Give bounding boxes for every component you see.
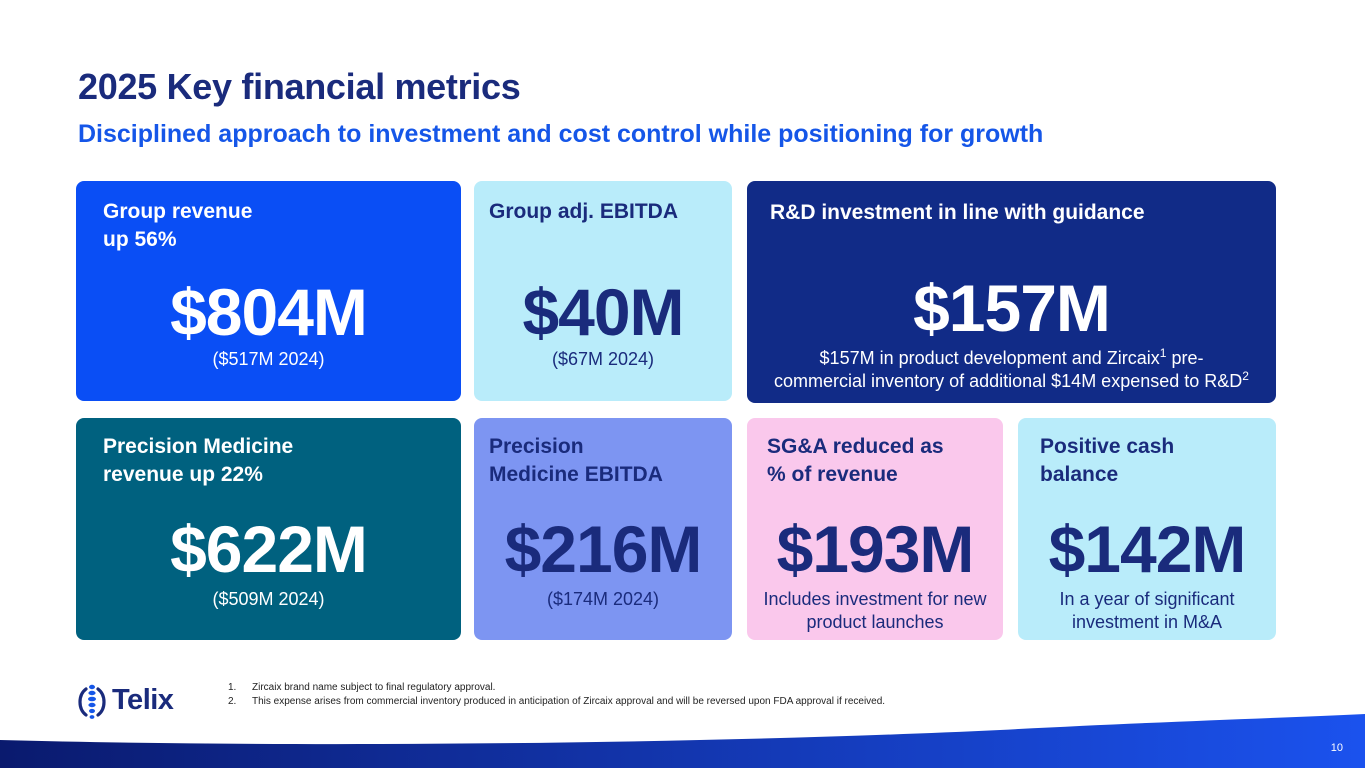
metric-note-line: commercial inventory of additional $14M … <box>774 369 1249 391</box>
metric-value: $157M <box>913 271 1111 345</box>
metric-label: Precision Medicine EBITDA <box>489 433 663 489</box>
metric-label-line: Group adj. EBITDA <box>489 200 678 223</box>
page-number: 10 <box>1330 742 1343 754</box>
metric-note-line: In a year of significant <box>1059 589 1235 609</box>
metric-comparison: ($517M 2024) <box>212 349 325 369</box>
footnote-ref-2: 2 <box>1242 369 1249 383</box>
page-title: 2025 Key financial metrics <box>78 66 521 107</box>
metric-label-line: Positive cash <box>1040 435 1175 458</box>
metric-label-line: R&D investment in line with guidance <box>770 201 1145 224</box>
metric-label: Positive cash balance <box>1040 433 1174 489</box>
metric-comparison: ($67M 2024) <box>551 349 655 369</box>
metric-value: $142M <box>1048 512 1247 586</box>
metric-note-line: $157M in product development and Zircaix… <box>819 346 1204 368</box>
metric-card-rd-investment: R&D investment in line with guidance $15… <box>747 181 1276 403</box>
metric-label-line: Group revenue <box>103 200 253 223</box>
footnotes: 1. Zircaix brand name subject to final re… <box>228 681 885 709</box>
footnote-item: 2. This expense arises from commercial in… <box>228 695 885 709</box>
metric-comparison: ($174M 2024) <box>546 589 660 609</box>
metric-card-group-revenue: Group revenue up 56% $804M ($517M 2024) <box>76 181 461 401</box>
metric-label-line: Medicine EBITDA <box>489 463 663 486</box>
metric-label: Group adj. EBITDA <box>489 198 678 226</box>
metric-card-group-adj-ebitda: Group adj. EBITDA $40M ($67M 2024) <box>474 181 732 401</box>
footnote-number: 1. <box>228 682 237 693</box>
metric-label-line: Precision Medicine <box>103 435 294 458</box>
metric-value: $216M <box>504 512 703 586</box>
metric-label-line: up 56% <box>103 228 177 251</box>
metric-note-line: product launches <box>806 612 944 632</box>
telix-logo-text: Telix <box>112 684 174 716</box>
metric-card-cash-balance: Positive cash balance $142M In a year of… <box>1018 418 1276 640</box>
metric-label-line: SG&A reduced as <box>767 435 944 458</box>
footnote-ref-1: 1 <box>1159 346 1167 360</box>
metric-label-line: Precision <box>489 435 584 458</box>
metric-label-line: % of revenue <box>767 463 898 486</box>
metric-label-line: balance <box>1040 463 1119 486</box>
metric-label-line: revenue up 22% <box>103 463 263 486</box>
footer-wave-band <box>0 714 1365 768</box>
metric-label: Precision Medicine revenue up 22% <box>103 433 293 489</box>
metric-note-line: Includes investment for new <box>763 589 987 609</box>
metric-card-sga: SG&A reduced as % of revenue $193M Inclu… <box>747 418 1003 640</box>
metric-value: $40M <box>522 275 684 349</box>
metric-card-precision-medicine-ebitda: Precision Medicine EBITDA $216M ($174M 2… <box>474 418 732 640</box>
footnote-number: 2. <box>228 696 237 707</box>
metric-label: R&D investment in line with guidance <box>770 199 1145 227</box>
footnote-text: Zircaix brand name subject to final regu… <box>252 682 496 693</box>
footnote-item: 1. Zircaix brand name subject to final re… <box>228 681 885 695</box>
metric-note: Includes investment for new product laun… <box>747 588 1003 634</box>
metric-value: $193M <box>776 512 975 586</box>
metric-card-precision-medicine-revenue: Precision Medicine revenue up 22% $622M … <box>76 418 461 640</box>
footnote-text: This expense arises from commercial inve… <box>252 696 886 707</box>
metric-label: Group revenue up 56% <box>103 198 252 254</box>
metric-value: $804M <box>170 275 368 349</box>
metric-comparison: ($509M 2024) <box>212 589 325 609</box>
metric-value: $622M <box>170 512 368 586</box>
telix-logo: Telix <box>76 681 186 721</box>
page-subtitle: Disciplined approach to investment and c… <box>78 120 1044 148</box>
metric-note-line: investment in M&A <box>1071 612 1223 632</box>
metric-note: In a year of significant investment in M… <box>1018 588 1276 634</box>
metric-label: SG&A reduced as % of revenue <box>767 433 944 489</box>
telix-logo-icon <box>78 684 106 719</box>
metric-note: $157M in product development and Zircaix… <box>747 347 1276 393</box>
